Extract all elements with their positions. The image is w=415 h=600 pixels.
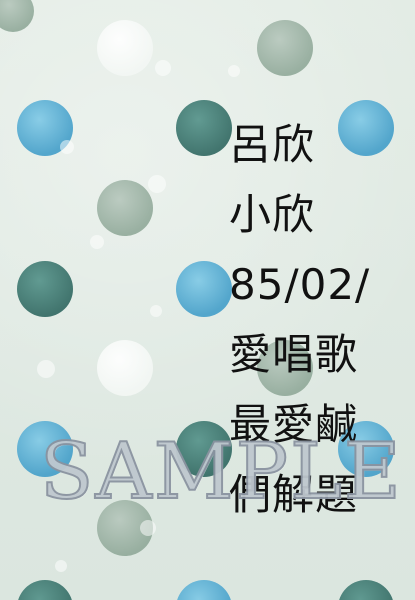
polka-dot — [176, 100, 232, 156]
speckle-dot — [155, 60, 171, 76]
speckle-dot — [90, 235, 104, 249]
polka-dot — [338, 421, 394, 477]
speckle-dot — [60, 140, 74, 154]
polka-dot — [338, 580, 394, 600]
profile-line-3: 85/02/ — [229, 260, 371, 309]
polka-dot — [176, 261, 232, 317]
polka-dot — [338, 100, 394, 156]
polka-dot — [97, 340, 153, 396]
profile-text-block: 呂欣 小欣 85/02/ 愛唱歌 最愛鹹 們解題 — [229, 110, 415, 530]
polka-dot — [176, 421, 232, 477]
profile-line-4: 愛唱歌 — [229, 330, 359, 379]
profile-line-1: 呂欣 — [229, 120, 316, 169]
speckle-dot — [55, 560, 67, 572]
polka-dot — [17, 580, 73, 600]
polka-dot — [97, 180, 153, 236]
profile-line-5: 最愛鹹 — [229, 400, 359, 449]
polka-dot — [0, 0, 34, 32]
profile-line-6: 們解題 — [229, 470, 359, 519]
polka-dot — [176, 580, 232, 600]
speckle-dot — [140, 520, 156, 536]
polka-dot — [97, 20, 153, 76]
speckle-dot — [150, 305, 162, 317]
speckle-dot — [148, 175, 166, 193]
polka-dot — [257, 20, 313, 76]
polka-dot — [17, 421, 73, 477]
speckle-dot — [37, 360, 55, 378]
sample-watermark: SAMPLE — [39, 426, 403, 518]
profile-line-2: 小欣 — [229, 190, 316, 239]
polka-dot — [257, 340, 313, 396]
polka-dot — [17, 261, 73, 317]
speckle-dot — [228, 65, 240, 77]
